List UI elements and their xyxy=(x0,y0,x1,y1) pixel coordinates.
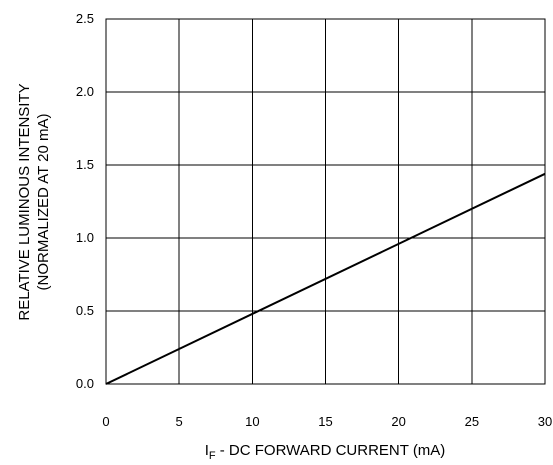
y-tick-label: 1.5 xyxy=(76,157,94,172)
y-tick-label: 0.0 xyxy=(76,376,94,391)
x-tick-label: 10 xyxy=(245,414,259,429)
plot-frame xyxy=(105,18,546,385)
x-tick-label: 0 xyxy=(102,414,109,429)
y-tick-label: 0.5 xyxy=(76,303,94,318)
x-tick-label: 15 xyxy=(318,414,332,429)
y-tick-label: 1.0 xyxy=(76,230,94,245)
series-layer xyxy=(105,172,546,385)
x-tick-label: 20 xyxy=(391,414,405,429)
series-line xyxy=(105,172,546,385)
x-axis-ticks: 0 5 10 15 20 25 30 xyxy=(102,414,552,429)
x-axis-label: IF - DC FORWARD CURRENT (mA) xyxy=(205,442,446,462)
y-tick-label: 2.5 xyxy=(76,11,94,26)
x-tick-label: 30 xyxy=(538,414,552,429)
y-tick-label: 2.0 xyxy=(76,84,94,99)
x-tick-label: 5 xyxy=(176,414,183,429)
y-axis-label-line1: RELATIVE LUMINOUS INTENSITY xyxy=(16,83,33,320)
y-axis-label: RELATIVE LUMINOUS INTENSITY (NORMALIZED … xyxy=(16,83,52,320)
grid-lines xyxy=(106,19,545,384)
x-tick-label: 25 xyxy=(465,414,479,429)
y-axis-ticks: 0.0 0.5 1.0 1.5 2.0 2.5 xyxy=(76,11,94,391)
y-axis-label-line2: (NORMALIZED AT 20 mA) xyxy=(35,114,52,291)
